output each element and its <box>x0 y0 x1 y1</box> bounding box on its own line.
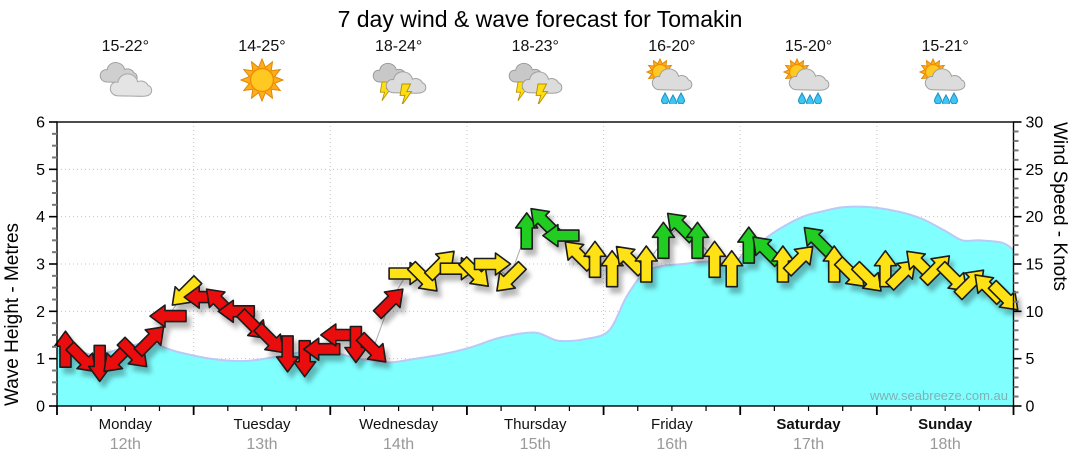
wind-arrow <box>685 221 710 260</box>
wind-arrow <box>782 245 814 277</box>
wind-arrow <box>542 223 580 248</box>
day-date: 13th <box>246 436 278 453</box>
svg-text:4: 4 <box>36 209 45 226</box>
svg-text:25: 25 <box>1026 162 1044 179</box>
svg-text:10: 10 <box>1026 304 1044 321</box>
day-name: Friday <box>651 416 693 433</box>
day-header-monday: 15-22° <box>57 38 194 118</box>
day-label-friday: Friday 16th <box>604 416 741 454</box>
weather-icon-sunny <box>194 57 331 109</box>
wind-axis-label: Wind Speed - Knots <box>1049 122 1070 291</box>
wind-arrow <box>355 331 387 363</box>
svg-text:20: 20 <box>1026 209 1044 226</box>
wind-arrow <box>885 259 917 291</box>
temperature-range: 18-24° <box>374 38 423 55</box>
day-label-sunday: Sunday 18th <box>877 416 1014 454</box>
wind-arrow <box>634 245 659 283</box>
day-label-tuesday: Tuesday 13th <box>194 416 331 454</box>
day-date: 16th <box>656 436 688 453</box>
temperature-range: 14-25° <box>238 38 286 55</box>
day-name: Wednesday <box>359 416 439 433</box>
day-label-thursday: Thursday 15th <box>467 416 604 454</box>
weather-icon-sun-rain <box>877 57 1014 109</box>
day-header-thursday: 18-23° <box>467 38 604 118</box>
day-name: Sunday <box>918 416 973 433</box>
wind-arrow <box>133 326 165 358</box>
day-date: 17th <box>792 436 825 453</box>
wind-arrow <box>302 337 341 362</box>
temperature-range: 15-21° <box>921 38 969 55</box>
wave-height-area <box>57 206 1014 406</box>
svg-text:6: 6 <box>36 115 45 132</box>
wind-arrow <box>719 249 744 288</box>
weather-icon-sun-rain <box>740 57 877 109</box>
wind-arrow <box>850 260 882 292</box>
temperature-range: 15-20° <box>784 38 833 55</box>
wind-arrow <box>936 260 968 292</box>
day-name: Thursday <box>503 416 567 433</box>
day-label-monday: Monday 12th <box>57 416 194 454</box>
day-name: Saturday <box>776 416 841 433</box>
weather-icon-storm <box>330 58 467 109</box>
wind-arrow <box>600 249 624 288</box>
wave-height-line <box>56 205 1015 364</box>
svg-text:5: 5 <box>1026 351 1035 368</box>
svg-text:15: 15 <box>1026 257 1044 274</box>
day-label-saturday: Saturday 17th <box>740 416 877 454</box>
day-header-tuesday: 14-25° <box>194 38 331 118</box>
chart-title: 7 day wind & wave forecast for Tomakin <box>337 6 743 32</box>
day-header-friday: 16-20° <box>604 38 741 118</box>
day-header-saturday: 15-20° <box>740 38 877 118</box>
svg-text:0: 0 <box>36 399 45 416</box>
day-label-wednesday: Wednesday 14th <box>330 416 467 454</box>
wind-arrow <box>702 240 727 279</box>
day-date: 15th <box>519 436 551 453</box>
wind-arrow <box>496 260 528 292</box>
wind-arrow <box>372 288 404 320</box>
wind-arrow <box>275 335 300 373</box>
day-name: Monday <box>98 416 152 433</box>
svg-text:3: 3 <box>36 257 45 274</box>
day-header-sunday: 15-21° <box>877 38 1014 118</box>
day-header-wednesday: 18-24° <box>330 38 467 118</box>
temperature-range: 15-22° <box>101 38 149 55</box>
time-axis-ticks <box>56 406 1015 415</box>
wind-arrow <box>514 212 539 250</box>
weather-icon-storm <box>467 58 604 109</box>
day-date: 18th <box>929 436 961 453</box>
svg-text:2: 2 <box>36 304 45 321</box>
wind-arrow <box>253 322 285 354</box>
wind-arrow <box>651 221 676 260</box>
wave-axis-ticks: 0 1 2 3 4 5 6 <box>36 115 57 416</box>
temperature-range: 18-23° <box>511 38 559 55</box>
weather-icon-cloudy <box>57 58 194 109</box>
wind-arrow <box>149 304 187 328</box>
temperature-range: 16-20° <box>648 38 696 55</box>
watermark: www.seabreeze.com.au <box>869 388 1008 403</box>
weather-icon-sun-rain <box>604 57 741 109</box>
svg-text:1: 1 <box>36 351 45 368</box>
wind-arrow <box>583 240 607 279</box>
wind-axis-ticks: 0 5 10 15 20 25 30 <box>1013 115 1044 416</box>
day-name: Tuesday <box>233 416 291 433</box>
wind-arrows <box>53 207 1019 383</box>
svg-text:0: 0 <box>1026 399 1035 416</box>
svg-text:5: 5 <box>36 162 45 179</box>
wind-arrow <box>65 341 97 373</box>
day-date: 12th <box>109 436 141 453</box>
day-date: 14th <box>383 436 415 453</box>
svg-text:30: 30 <box>1026 115 1044 132</box>
wind-arrow <box>473 252 512 276</box>
